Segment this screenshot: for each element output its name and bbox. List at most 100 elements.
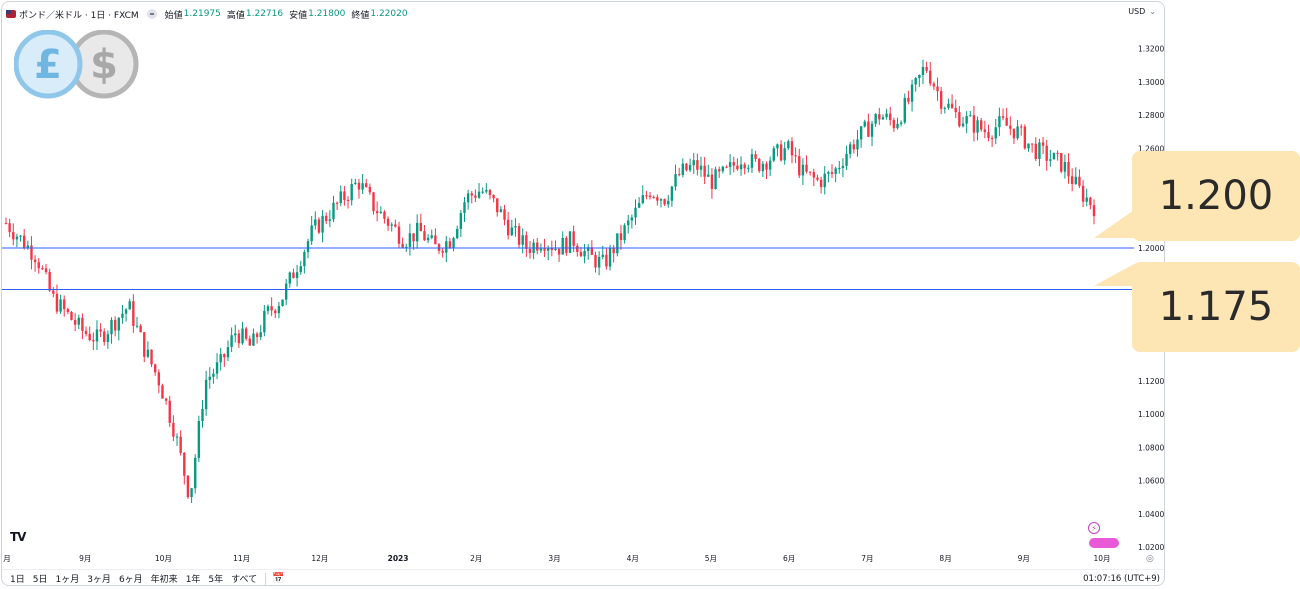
candle-body [899,122,903,124]
candle-body [175,436,179,438]
candle-body [910,84,914,102]
x-tick-label: 2023 [388,554,409,563]
range-all[interactable]: すべて [231,575,258,585]
candle-body [59,299,62,312]
candles-group [4,59,1096,504]
candle-body [317,219,321,233]
candle-body [8,223,11,233]
calendar-icon[interactable]: 📅 [272,573,285,584]
range-3m[interactable]: 3ヶ月 [87,575,111,585]
price-chart[interactable]: 1.320001.300001.280001.260001.240001.220… [2,2,1165,586]
candle-body [648,195,652,198]
collapse-icon[interactable] [146,9,157,19]
y-tick-label: 1.30000 [1138,78,1165,87]
settings-icon[interactable]: ◎ [1146,554,1154,564]
y-tick-label: 1.04000 [1138,510,1165,519]
candle-body [790,141,794,156]
svg-text:$: $ [90,42,118,88]
callout-pointers [1094,210,1134,286]
candle-body [172,422,175,437]
x-tick-label: 4月 [627,554,639,563]
candle-body [103,331,106,342]
candle-body [164,398,168,401]
range-5y[interactable]: 5年 [208,575,224,585]
candle-body [830,172,834,174]
candle-body [470,193,473,196]
candle-body [630,217,634,221]
candle-body [325,215,328,221]
candle-body [557,248,561,255]
currency-selector[interactable]: USD ⌄ [1128,7,1156,16]
range-1d[interactable]: 1日 [10,575,25,585]
candle-body [590,247,594,255]
range-1m[interactable]: 1ヶ月 [55,575,80,585]
candle-body [728,162,732,167]
candle-body [659,199,663,201]
symbol-label[interactable]: ポンド／米ドル · 1日 · FXCM [19,10,139,21]
candle-body [1005,117,1008,126]
candle-body [1074,176,1078,185]
candle-body [961,123,965,127]
y-tick-label: 1.10000 [1138,410,1165,419]
candle-body [692,160,695,166]
range-1y[interactable]: 1年 [185,575,201,585]
candle-body [885,113,888,118]
tradingview-logo-icon[interactable]: TV [10,530,27,544]
candle-body [48,272,51,291]
candle-body [903,97,906,123]
candle-body [459,213,463,229]
candle-body [1038,142,1041,159]
candle-body [44,268,48,273]
candle-body [812,172,816,178]
price-callout-upper: 1.200 [1132,151,1300,241]
candle-body [1070,176,1074,185]
candle-body [423,231,426,241]
range-5d[interactable]: 5日 [32,575,48,585]
candle-body [685,163,688,171]
clock-display[interactable]: 01:07:16 (UTC+9) [1083,573,1160,584]
candle-body [234,333,237,336]
range-ytd[interactable]: 年初来 [150,575,178,585]
candle-body [874,114,877,124]
candle-body [30,245,33,260]
candle-body [736,165,739,170]
candle-body [772,148,775,161]
y-tick-label: 1.32000 [1138,45,1165,54]
candle-body [135,325,139,327]
candle-body [568,231,572,253]
candle-body [878,114,881,120]
candle-body [765,163,768,170]
y-tick-label: 1.26000 [1138,144,1165,153]
candle-body [386,218,390,226]
candle-body [456,228,459,239]
candle-body [223,354,226,358]
candle-body [954,107,957,113]
candle-body [33,259,37,263]
candle-body [22,235,26,249]
candle-body [208,376,211,380]
candle-body [587,247,590,251]
candle-body [274,310,277,314]
candle-body [361,183,364,190]
event-icon[interactable]: ⚡ [1088,522,1100,534]
candle-body [623,225,626,241]
candle-body [190,488,193,498]
candle-body [929,70,932,84]
candle-body [84,330,88,334]
candle-body [157,372,161,386]
candle-body [670,186,674,201]
candle-body [783,148,786,161]
candle-body [379,211,382,214]
candle-body [95,329,99,342]
x-tick-label: 5月 [705,554,717,563]
candle-body [761,163,765,172]
candle-body [754,154,757,159]
candle-body [197,421,201,458]
candle-body [579,251,583,257]
candle-body [405,246,408,248]
economic-events-icon[interactable] [1089,538,1119,548]
candle-body [354,182,357,185]
candle-body [81,317,84,331]
range-6m[interactable]: 6ヶ月 [118,575,143,585]
flag-icon [6,10,16,18]
